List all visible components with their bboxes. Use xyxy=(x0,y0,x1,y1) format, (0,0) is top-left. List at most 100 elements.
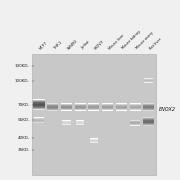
Bar xyxy=(88,110,99,111)
Bar xyxy=(75,107,86,108)
Bar xyxy=(130,125,140,126)
Bar xyxy=(143,120,154,121)
Bar xyxy=(61,110,72,111)
Bar xyxy=(130,110,141,111)
Bar xyxy=(143,110,154,111)
Bar xyxy=(33,103,45,104)
Bar xyxy=(130,123,140,124)
Bar xyxy=(33,100,45,101)
Bar xyxy=(143,110,154,111)
Bar xyxy=(33,101,45,102)
Bar xyxy=(88,108,99,109)
Bar xyxy=(88,107,99,108)
Text: Mouse liver: Mouse liver xyxy=(107,33,125,50)
Bar xyxy=(116,110,127,111)
Bar xyxy=(88,104,99,105)
Bar xyxy=(47,109,58,110)
Bar xyxy=(130,105,141,106)
Text: Jurkat: Jurkat xyxy=(80,40,90,50)
Bar xyxy=(61,104,72,105)
Bar xyxy=(130,103,141,104)
Bar xyxy=(88,105,99,106)
Bar xyxy=(116,105,127,106)
Bar xyxy=(75,104,86,105)
Text: 130KD-: 130KD- xyxy=(15,64,30,68)
Bar xyxy=(61,103,72,104)
Bar xyxy=(47,110,58,111)
Bar xyxy=(116,110,127,111)
Bar xyxy=(47,105,58,106)
Bar xyxy=(143,107,154,108)
Bar xyxy=(47,107,58,108)
Bar xyxy=(102,104,113,105)
Bar xyxy=(143,122,154,123)
Bar xyxy=(88,103,99,104)
Bar xyxy=(75,105,86,106)
Text: ENOX2: ENOX2 xyxy=(159,107,176,112)
Bar xyxy=(102,110,113,111)
Bar xyxy=(102,105,113,106)
Bar xyxy=(61,106,72,107)
Text: 40KD-: 40KD- xyxy=(18,136,30,140)
Bar xyxy=(47,106,58,107)
Bar xyxy=(61,109,72,110)
Bar xyxy=(33,109,45,110)
Text: 35KD-: 35KD- xyxy=(18,148,30,152)
Bar xyxy=(61,107,72,108)
Bar xyxy=(116,107,127,108)
Bar xyxy=(33,102,45,103)
Bar xyxy=(143,108,154,109)
Bar xyxy=(34,117,44,118)
Text: 70KD-: 70KD- xyxy=(18,103,30,107)
Bar xyxy=(130,109,141,110)
Bar xyxy=(61,108,72,109)
Bar xyxy=(102,107,113,108)
Text: 55KD-: 55KD- xyxy=(18,118,30,122)
Bar xyxy=(61,105,72,106)
Text: Mouse ovary: Mouse ovary xyxy=(135,31,154,50)
Bar xyxy=(130,121,140,122)
Bar xyxy=(32,54,156,175)
Bar xyxy=(143,117,154,118)
Bar xyxy=(130,110,141,111)
Bar xyxy=(143,105,154,106)
Bar xyxy=(143,103,154,104)
Bar xyxy=(130,122,140,123)
Bar xyxy=(33,108,45,109)
Bar xyxy=(143,122,154,123)
Bar xyxy=(130,124,140,125)
Bar xyxy=(102,108,113,109)
Bar xyxy=(47,104,58,105)
Bar xyxy=(75,103,86,104)
Bar xyxy=(88,109,99,110)
Bar xyxy=(75,110,86,111)
Bar xyxy=(116,106,127,107)
Bar xyxy=(34,118,44,119)
Bar xyxy=(75,106,86,107)
Bar xyxy=(75,108,86,109)
Bar xyxy=(88,106,99,107)
Bar xyxy=(130,108,141,109)
Bar xyxy=(34,121,44,122)
Bar xyxy=(33,105,45,106)
Bar xyxy=(143,123,154,124)
Bar xyxy=(143,104,154,105)
Bar xyxy=(75,110,86,111)
Bar xyxy=(47,108,58,109)
Bar xyxy=(130,125,140,126)
Bar xyxy=(130,106,141,107)
Bar xyxy=(143,124,154,125)
Bar xyxy=(61,110,72,111)
Bar xyxy=(130,107,141,108)
Bar xyxy=(143,106,154,107)
Text: MCF7: MCF7 xyxy=(39,40,49,50)
Bar xyxy=(116,104,127,105)
Bar xyxy=(102,106,113,107)
Bar xyxy=(143,118,154,119)
Bar xyxy=(143,125,154,126)
Bar xyxy=(75,109,86,110)
Bar xyxy=(33,107,45,108)
Bar xyxy=(116,103,127,104)
Bar xyxy=(33,99,45,100)
Bar xyxy=(130,120,140,121)
